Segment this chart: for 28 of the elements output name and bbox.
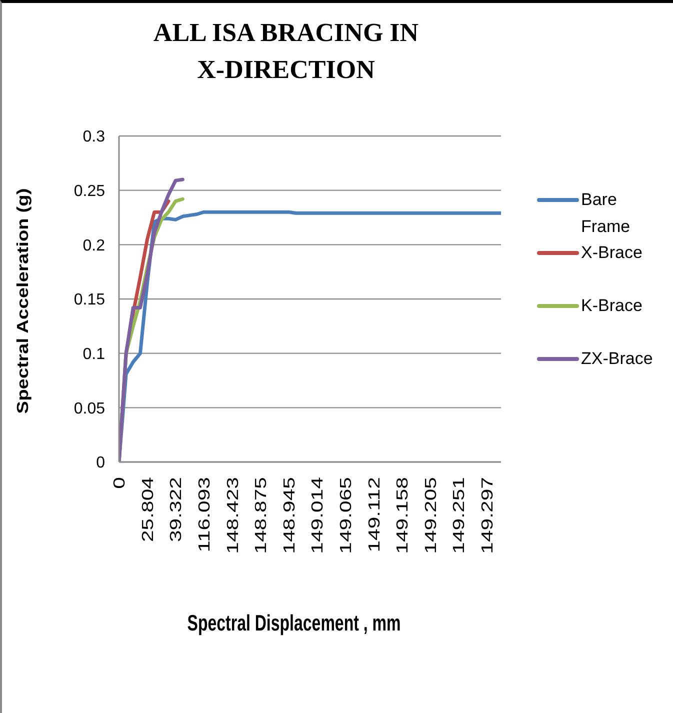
x-tick-label: 148.423	[223, 477, 242, 554]
y-tick-label: 0.2	[82, 237, 106, 254]
legend-label: Bare Frame	[581, 189, 632, 238]
x-tick-label: 148.945	[280, 477, 298, 554]
y-tick-label: 0.05	[74, 400, 106, 418]
x-tick-label: 149.158	[393, 477, 411, 554]
x-tick-label: 149.297	[478, 477, 496, 554]
x-tick-label: 116.093	[195, 477, 213, 552]
x-tick-label: 149.014	[308, 477, 326, 554]
chart-title: ALL ISA BRACING IN X-DIRECTION	[153, 18, 419, 84]
x-tick-label: 25.804	[138, 477, 156, 542]
x-tick-label: 149.112	[364, 477, 383, 552]
legend-label: K-Brace	[581, 295, 644, 317]
x-tick-label: 149.251	[450, 477, 468, 554]
legend-label: X-Brace	[581, 242, 644, 264]
x-tick-label: 0	[110, 477, 128, 489]
y-tick-label: 0.25	[74, 183, 106, 200]
x-tick-label: 149.065	[336, 477, 354, 554]
legend-label: ZX-Brace	[581, 348, 654, 370]
y-tick-label: 0.1	[82, 346, 106, 364]
x-tick-label: 39.322	[166, 477, 185, 542]
x-tick-label: 148.875	[252, 477, 270, 554]
y-tick-label: 0.15	[74, 292, 106, 309]
x-axis-title: Spectral Displacement , mm	[187, 612, 401, 638]
y-tick-label: 0	[96, 454, 106, 472]
y-tick-label: 0.3	[82, 128, 106, 146]
x-tick-label: 149.205	[421, 477, 440, 554]
y-axis-title: Spectral Acceleration (g)	[15, 188, 33, 414]
